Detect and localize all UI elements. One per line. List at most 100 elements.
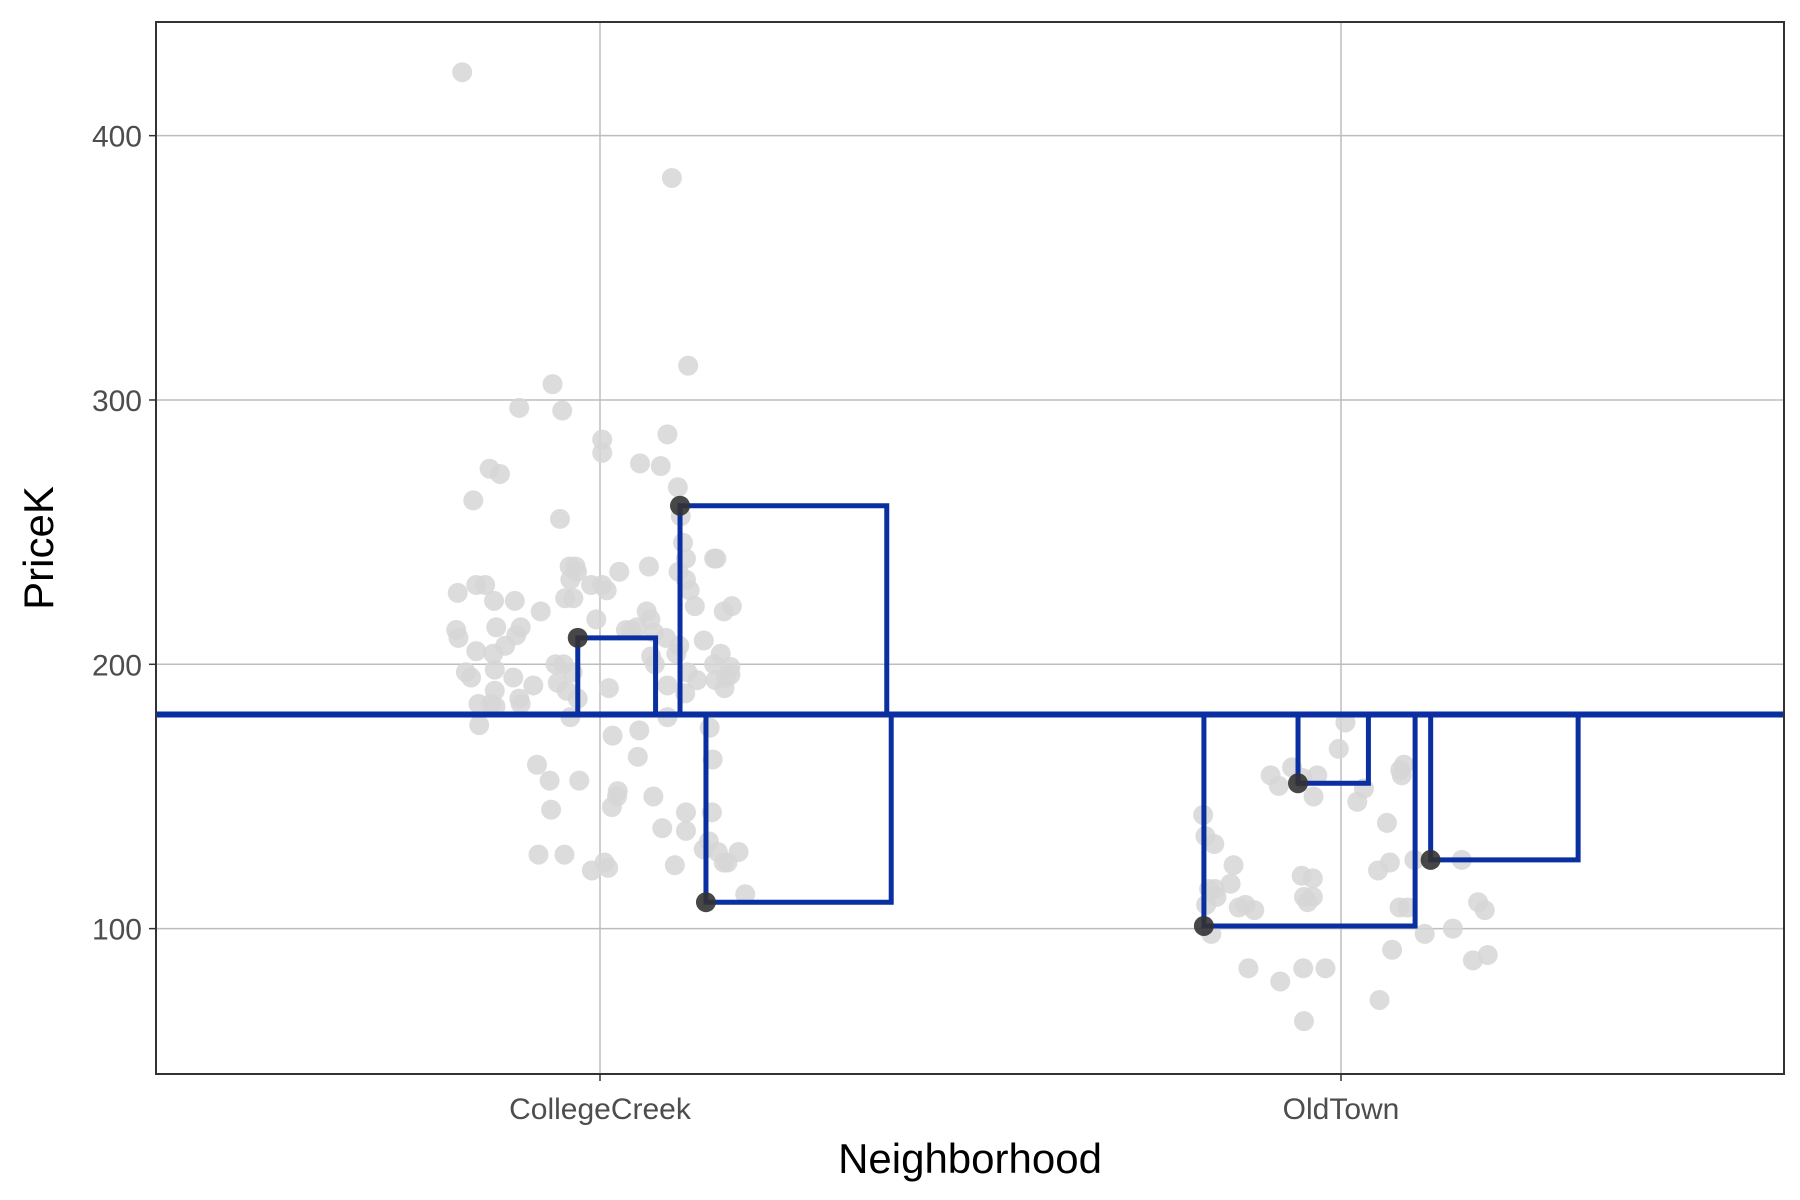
x-axis-title: Neighborhood — [838, 1135, 1102, 1182]
y-tick-label: 400 — [92, 121, 142, 154]
y-axis-title: PriceK — [15, 486, 62, 610]
data-point — [549, 508, 570, 529]
data-point — [717, 852, 738, 873]
data-point — [527, 754, 548, 775]
data-point — [484, 659, 505, 680]
y-axis-ticks: 100 200 300 400 — [92, 121, 156, 947]
data-point — [1414, 923, 1435, 944]
y-tick-label: 200 — [92, 649, 142, 682]
data-point — [1302, 868, 1323, 889]
residual-box — [575, 635, 659, 715]
data-point — [657, 675, 678, 696]
data-point — [598, 678, 619, 699]
data-point — [1328, 738, 1349, 759]
data-point — [569, 770, 590, 791]
data-point — [509, 397, 530, 418]
data-point — [541, 799, 562, 820]
data-point — [504, 590, 525, 611]
data-point — [596, 580, 617, 601]
data-point — [469, 715, 490, 736]
data-point — [1307, 765, 1328, 786]
data-point — [586, 609, 607, 630]
y-tick-label: 300 — [92, 385, 142, 418]
data-point — [1204, 834, 1225, 855]
data-point — [463, 490, 484, 511]
data-point — [704, 654, 725, 675]
data-point — [1379, 852, 1400, 873]
data-point — [602, 725, 623, 746]
x-tick-label: OldTown — [1283, 1093, 1400, 1126]
highlighted-point — [1288, 773, 1309, 794]
data-point — [667, 477, 688, 498]
data-point — [650, 456, 671, 477]
data-point — [713, 601, 734, 622]
data-point — [1268, 775, 1289, 796]
data-point — [601, 797, 622, 818]
data-point — [552, 400, 573, 421]
highlighted-point — [695, 892, 716, 913]
data-point — [679, 580, 700, 601]
data-point — [1220, 873, 1241, 894]
highlighted-point — [670, 495, 691, 516]
data-point — [1244, 900, 1265, 921]
data-point — [627, 746, 648, 767]
data-point — [539, 770, 560, 791]
data-point — [523, 675, 544, 696]
data-point — [1303, 786, 1324, 807]
data-point — [483, 643, 504, 664]
data-point — [643, 786, 664, 807]
data-point — [489, 463, 510, 484]
data-point — [475, 575, 496, 596]
data-point — [563, 588, 584, 609]
residual-boxes — [575, 503, 1581, 929]
residual-box — [677, 503, 890, 715]
data-point — [666, 643, 687, 664]
data-point — [592, 442, 613, 463]
data-point — [678, 355, 699, 376]
data-point — [714, 678, 735, 699]
data-point — [1474, 900, 1495, 921]
highlighted-points — [567, 495, 1441, 936]
data-point — [684, 596, 705, 617]
data-point — [1442, 918, 1463, 939]
data-point — [630, 453, 651, 474]
data-point — [598, 857, 619, 878]
data-point — [528, 844, 549, 865]
data-point — [466, 641, 487, 662]
data-point — [652, 818, 673, 839]
highlighted-point — [1193, 915, 1214, 936]
data-point — [735, 884, 756, 905]
data-point — [448, 627, 469, 648]
data-point — [675, 802, 696, 823]
data-point — [661, 167, 682, 188]
data-point — [554, 844, 575, 865]
data-point — [1223, 855, 1244, 876]
x-tick-label: CollegeCreek — [509, 1093, 692, 1126]
data-point — [503, 667, 524, 688]
data-point — [1206, 886, 1227, 907]
plot-frame — [155, 21, 1785, 1075]
data-point — [693, 630, 714, 651]
data-point — [1270, 971, 1291, 992]
data-point — [638, 556, 659, 577]
data-point — [657, 424, 678, 445]
data-point — [629, 720, 650, 741]
residual-box — [703, 714, 894, 905]
data-point — [1293, 958, 1314, 979]
y-tick-label: 100 — [92, 914, 142, 947]
data-point — [706, 548, 727, 569]
data-point — [687, 670, 708, 691]
data-point — [1293, 1011, 1314, 1032]
data-point — [452, 62, 473, 83]
data-point — [484, 590, 505, 611]
data-point — [1238, 958, 1259, 979]
x-axis-ticks: CollegeCreek OldTown — [509, 1074, 1399, 1126]
data-point — [1347, 791, 1368, 812]
highlighted-point — [567, 627, 588, 648]
data-points — [446, 62, 1498, 1032]
data-point — [1382, 939, 1403, 960]
data-point — [486, 617, 507, 638]
residual-box — [1201, 714, 1418, 929]
data-point — [664, 855, 685, 876]
